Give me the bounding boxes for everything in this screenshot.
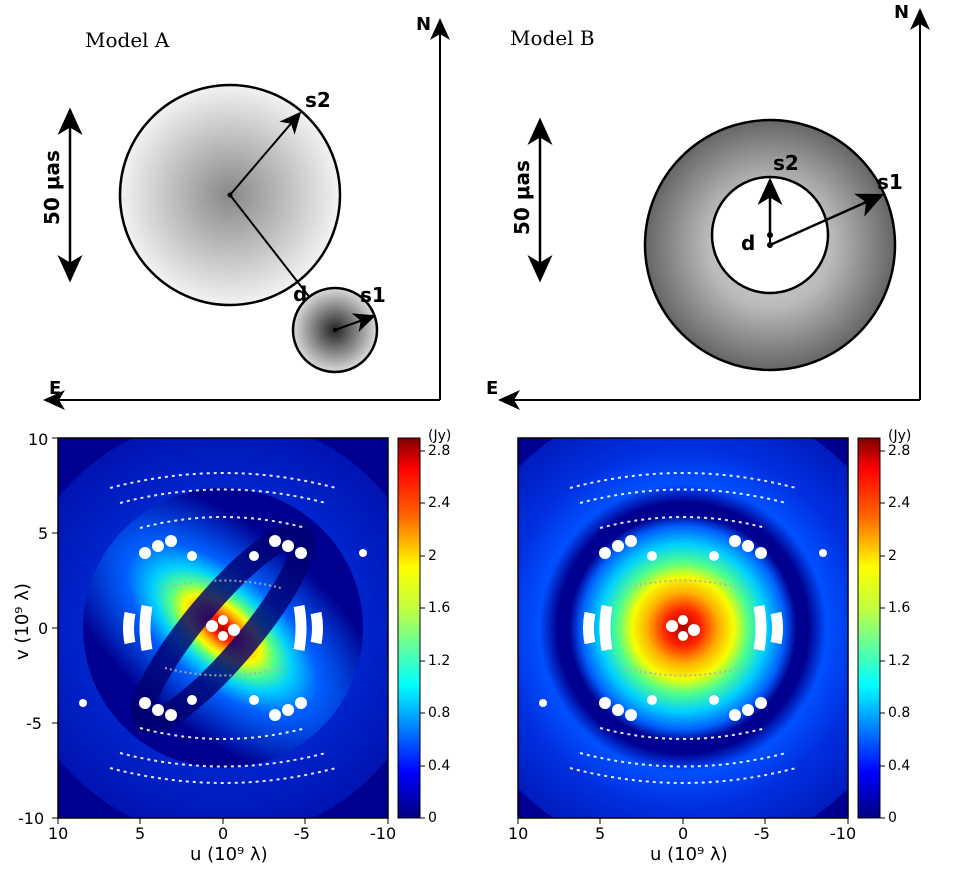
- model-a-diagram: Model A 50 μas N E s2 s1 d: [0, 0, 470, 420]
- model-a-e: E: [49, 378, 61, 399]
- uvb-ct7: 2.8: [888, 443, 910, 459]
- uva-yt2: 0: [38, 619, 48, 638]
- uvb-ct2: 0.8: [888, 705, 910, 721]
- model-a-d: d: [293, 282, 307, 306]
- uvb-xt0: 10: [508, 824, 528, 843]
- uva-ct6: 2.4: [428, 495, 450, 511]
- model-b-d: d: [741, 231, 755, 255]
- uvb-ct1: 0.4: [888, 758, 910, 774]
- uva-ct0: 0: [428, 810, 437, 826]
- uva-yt4: 10: [28, 430, 48, 449]
- uva-xt4: -10: [370, 824, 396, 843]
- uva-ct5: 2: [428, 548, 437, 564]
- uva-xt0: 10: [48, 824, 68, 843]
- uva-ct1: 0.4: [428, 758, 450, 774]
- model-b-s1: s1: [877, 170, 903, 194]
- uva-xt3: -5: [294, 824, 310, 843]
- uvb-xt3: -5: [754, 824, 770, 843]
- uva-yt0: -10: [18, 809, 44, 828]
- model-b-scale: 50 μas: [510, 160, 534, 235]
- uva-yt3: 5: [38, 524, 48, 543]
- model-a-title: Model A: [85, 28, 169, 52]
- uvb-xt2: 0: [678, 824, 688, 843]
- uva-xt1: 5: [135, 824, 145, 843]
- uvb-xlabel: u (10⁹ λ): [650, 844, 728, 865]
- uva-ct3: 1.2: [428, 653, 450, 669]
- uvb-cunit: (Jy): [888, 428, 911, 444]
- uvb-ct4: 1.6: [888, 600, 910, 616]
- uvb-xt4: -10: [830, 824, 856, 843]
- uvb-ct6: 2.4: [888, 495, 910, 511]
- model-b-title: Model B: [510, 26, 595, 50]
- model-b-e: E: [486, 378, 498, 399]
- model-b-diagram: Model B 50 μas N E s2 s1 d: [480, 0, 950, 420]
- uv-plot-b: 10 5 0 -5 -10 0 0.4 0.8 1.2 1.6 2 2.4 2.…: [480, 428, 948, 868]
- uvb-ct3: 1.2: [888, 653, 910, 669]
- model-a-s1: s1: [360, 283, 386, 307]
- uvb-xt1: 5: [595, 824, 605, 843]
- uvb-ct5: 2: [888, 548, 897, 564]
- uv-plot-a: 10 5 0 -5 -10 -10 -5 0 5 10 0 0.4 0.8 1.…: [0, 428, 468, 868]
- model-a-n: N: [416, 14, 431, 35]
- uvb-ct0: 0: [888, 810, 897, 826]
- uva-cunit: (Jy): [428, 428, 451, 444]
- uva-ct4: 1.6: [428, 600, 450, 616]
- model-a-scale: 50 μas: [40, 150, 64, 225]
- uva-ct7: 2.8: [428, 443, 450, 459]
- model-b-s2: s2: [773, 151, 799, 175]
- model-a-s2: s2: [305, 88, 331, 112]
- model-b-n: N: [894, 2, 909, 23]
- uva-xt2: 0: [218, 824, 228, 843]
- uva-ylabel: v (10⁹ λ): [12, 583, 33, 660]
- uva-xlabel: u (10⁹ λ): [190, 844, 268, 865]
- uva-yt1: -5: [26, 714, 42, 733]
- uva-ct2: 0.8: [428, 705, 450, 721]
